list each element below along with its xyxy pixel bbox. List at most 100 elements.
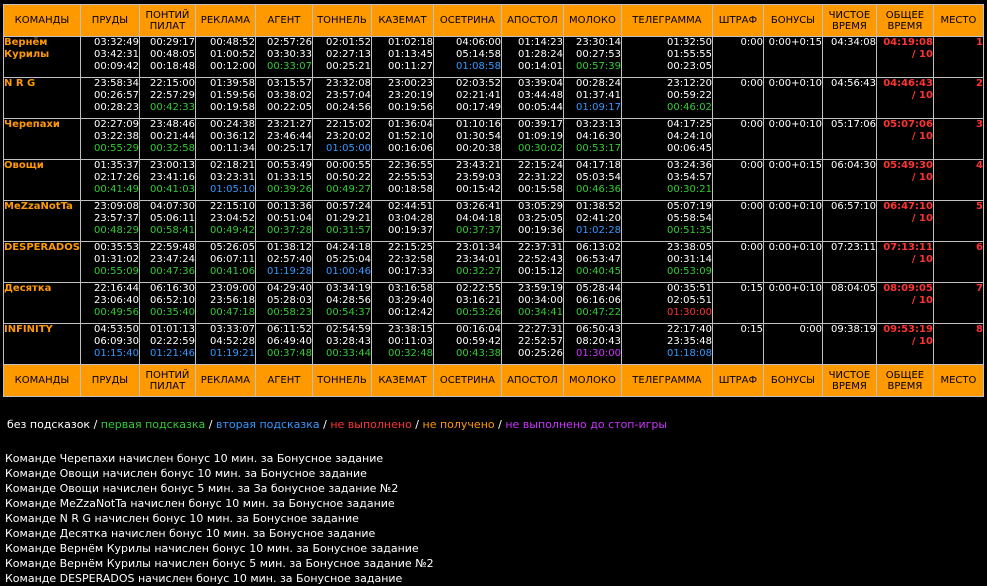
time-value: 00:22:05	[267, 102, 312, 113]
time-value: 04:07:30	[150, 201, 195, 212]
place-cell: 3	[932, 118, 984, 160]
time-value: 03:16:58	[388, 283, 433, 294]
time-value: 05:03:54	[576, 172, 621, 183]
time-value: 00:35:53	[94, 242, 139, 253]
total-time-cell: 04:19:08 / 10	[875, 36, 934, 78]
time-value: 00:40:45	[576, 266, 621, 277]
penalty-cell: 0:00	[711, 36, 764, 78]
time-value: 01:35:37	[94, 160, 139, 171]
total-time-cell: 09:53:19 / 10	[875, 323, 934, 365]
level-time-cell: 04:24:18 05:25:04 01:00:46	[311, 241, 372, 283]
time-value: 23:21:27	[267, 119, 312, 130]
time-value: 03:38:02	[267, 90, 312, 101]
total-time-cell: 04:46:43 / 10	[875, 77, 934, 119]
time-value: 02:01:52	[326, 37, 371, 48]
time-value: 00:19:56	[388, 102, 433, 113]
time-value: 04:17:18	[576, 160, 621, 171]
time-value: 00:12:00	[210, 61, 255, 72]
bonus-cell: 0:00+0:10	[762, 241, 823, 283]
time-value: 01:33:15	[267, 172, 312, 183]
level-time-cell: 22:27:31 22:52:57 00:25:26	[500, 323, 564, 365]
time-value: 00:48:29	[94, 225, 139, 236]
level-time-cell: 02:57:26 03:30:33 00:33:07	[254, 36, 313, 78]
time-value: 01:02:18	[388, 37, 433, 48]
team-row: MeZzaNotTa 23:09:08 23:57:37 00:48:29 04:07:…	[3, 200, 984, 242]
time-value: 01:52:10	[388, 131, 433, 142]
time-value: 00:16:04	[456, 324, 501, 335]
time-value: 00:06:45	[667, 143, 712, 154]
level-time-cell: 00:16:04 00:59:42 00:43:38	[432, 323, 502, 365]
bonus-cell: 0:00+0:10	[762, 118, 823, 160]
time-value: 06:49:40	[267, 336, 312, 347]
level-time-cell: 23:09:08 23:57:37 00:48:29	[79, 200, 140, 242]
time-value: 00:41:06	[210, 266, 255, 277]
time-value: 00:32:27	[456, 266, 501, 277]
time-value: 00:49:27	[326, 184, 371, 195]
time-value: 01:10:16	[456, 119, 501, 130]
time-value: 01:00:46	[326, 266, 371, 277]
time-value: 00:26:57	[94, 90, 139, 101]
level-time-cell: 02:54:59 03:28:43 00:33:44	[311, 323, 372, 365]
time-value: 00:17:49	[456, 102, 501, 113]
legend-separator: /	[205, 418, 216, 431]
time-value: 22:15:00	[150, 78, 195, 89]
time-value: 00:39:26	[267, 184, 312, 195]
header-row-bottom: КОМАНДЫ ПРУДЫ ПОНТИЙ ПИЛАТ РЕКЛАМА АГЕНТ ТОНН…	[3, 364, 984, 397]
time-value: 06:16:30	[150, 283, 195, 294]
time-value: 06:07:11	[210, 254, 255, 265]
clean-time-cell: 07:23:11	[821, 241, 877, 283]
legend-item: не получено	[422, 418, 495, 431]
time-value: 23:56:18	[210, 295, 255, 306]
level-time-cell: 01:10:16 01:30:54 00:20:38	[432, 118, 502, 160]
time-value: 00:43:38	[456, 348, 501, 359]
time-value: 02:54:59	[326, 324, 371, 335]
place-cell: 5	[932, 200, 984, 242]
level-time-cell: 22:16:44 23:06:40 00:49:56	[79, 282, 140, 324]
column-header: МОЛОКО	[562, 4, 622, 37]
column-header: ПОНТИЙ ПИЛАТ	[138, 4, 196, 37]
clean-time-cell: 04:34:08	[821, 36, 877, 78]
time-value: 00:15:42	[456, 184, 501, 195]
column-header: ОСЕТРИНА	[432, 4, 502, 37]
time-value: 06:11:52	[267, 324, 312, 335]
level-time-cell: 02:03:52 02:21:41 00:17:49	[432, 77, 502, 119]
time-value: 01:00:52	[210, 49, 255, 60]
level-time-cell: 23:09:00 23:56:18 00:47:18	[194, 282, 256, 324]
time-value: 00:36:12	[210, 131, 255, 142]
time-value: 00:28:23	[94, 102, 139, 113]
clean-time-cell: 06:04:30	[821, 159, 877, 201]
penalty-cell: 0:00	[711, 241, 764, 283]
clean-time-cell: 05:17:06	[821, 118, 877, 160]
time-value: 01:59:56	[210, 90, 255, 101]
level-time-cell: 23:38:05 00:31:14 00:53:09	[620, 241, 713, 283]
time-value: 04:28:56	[326, 295, 371, 306]
time-value: 06:50:43	[576, 324, 621, 335]
penalty-cell: 0:00	[711, 200, 764, 242]
level-time-cell: 03:24:36 03:54:57 00:30:21	[620, 159, 713, 201]
level-time-cell: 01:38:52 02:41:20 01:02:28	[562, 200, 622, 242]
time-value: 01:30:00	[576, 348, 621, 359]
level-time-cell: 22:59:48 23:47:24 00:47:36	[138, 241, 196, 283]
bonus-cell: 0:00+0:15	[762, 159, 823, 201]
time-value: 23:34:01	[456, 254, 501, 265]
bonus-log: Команде Черепахи начислен бонус 10 мин. …	[5, 451, 434, 586]
time-value: 01:36:04	[388, 119, 433, 130]
level-time-cell: 04:17:25 04:24:10 00:06:45	[620, 118, 713, 160]
level-time-cell: 23:43:21 23:59:03 00:15:42	[432, 159, 502, 201]
time-value: 23:58:34	[94, 78, 139, 89]
level-time-cell: 22:15:24 22:31:22 00:15:58	[500, 159, 564, 201]
log-line: Команде MeZzaNotTa начислен бонус 10 мин…	[5, 497, 395, 510]
time-value: 00:00:55	[326, 160, 371, 171]
time-value: 01:05:10	[210, 184, 255, 195]
time-value: 00:33:44	[326, 348, 371, 359]
time-value: 05:58:54	[667, 213, 712, 224]
total-time-cell: 07:13:11 / 10	[875, 241, 934, 283]
clean-time-cell: 06:57:10	[821, 200, 877, 242]
time-value: 01:29:21	[326, 213, 371, 224]
legend-separator: /	[90, 418, 101, 431]
level-time-cell: 01:14:23 01:28:24 00:14:01	[500, 36, 564, 78]
time-value: 23:20:19	[388, 90, 433, 101]
level-time-cell: 03:33:07 04:52:28 01:19:21	[194, 323, 256, 365]
column-header: МЕСТО	[932, 4, 984, 37]
time-value: 00:19:58	[210, 102, 255, 113]
